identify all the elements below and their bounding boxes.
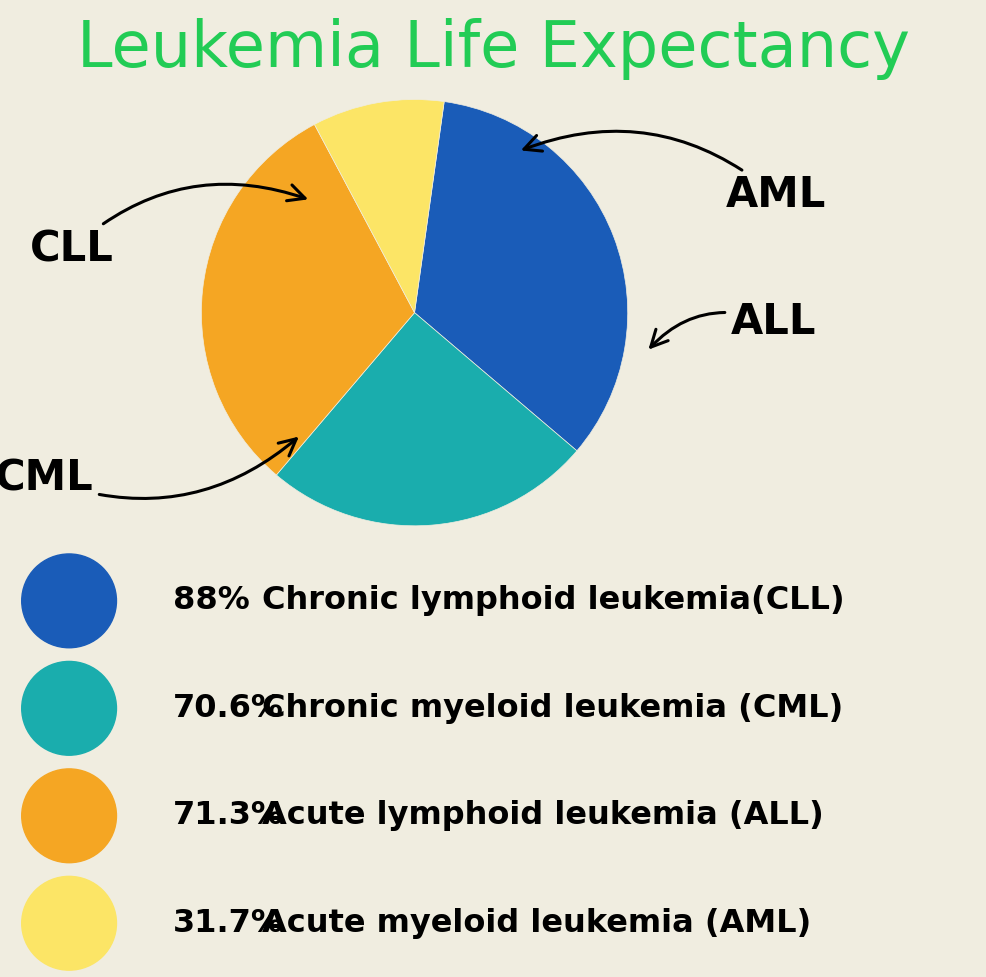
Text: Chronic lymphoid leukemia(CLL): Chronic lymphoid leukemia(CLL) xyxy=(261,585,843,616)
Circle shape xyxy=(22,554,116,648)
Text: Chronic myeloid leukemia (CML): Chronic myeloid leukemia (CML) xyxy=(261,693,842,724)
Circle shape xyxy=(22,876,116,970)
Text: CLL: CLL xyxy=(30,185,305,270)
Circle shape xyxy=(22,661,116,755)
Text: 71.3%: 71.3% xyxy=(173,800,283,831)
Wedge shape xyxy=(201,124,414,475)
Text: 70.6%: 70.6% xyxy=(173,693,283,724)
Text: 31.7%: 31.7% xyxy=(173,908,283,939)
Text: 88%: 88% xyxy=(173,585,249,616)
Text: ALL: ALL xyxy=(650,302,815,347)
Text: AML: AML xyxy=(524,131,825,216)
Wedge shape xyxy=(414,102,627,450)
Wedge shape xyxy=(315,100,444,313)
Text: Acute lymphoid leukemia (ALL): Acute lymphoid leukemia (ALL) xyxy=(261,800,822,831)
Circle shape xyxy=(22,769,116,863)
Text: Leukemia Life Expectancy: Leukemia Life Expectancy xyxy=(77,18,909,80)
Wedge shape xyxy=(276,313,576,526)
Text: CML: CML xyxy=(0,439,296,499)
Text: Acute myeloid leukemia (AML): Acute myeloid leukemia (AML) xyxy=(261,908,810,939)
